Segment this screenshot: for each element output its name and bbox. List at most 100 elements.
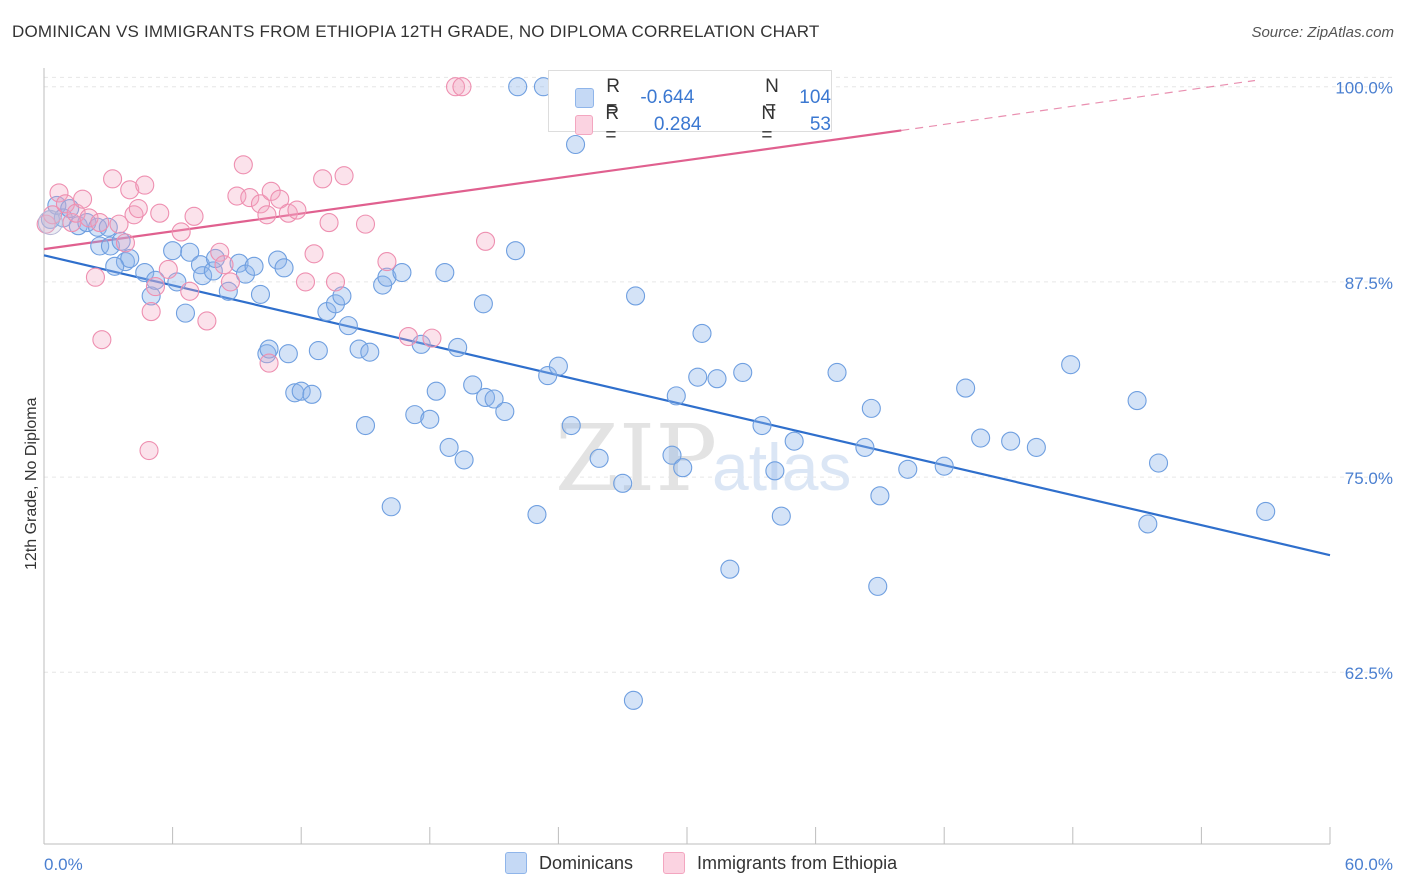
point-dominicans <box>673 458 693 478</box>
trendline-ethiopia <box>901 79 1256 132</box>
point-ethiopia <box>180 281 200 301</box>
point-ethiopia <box>145 277 166 297</box>
point-dominicans <box>1138 514 1158 534</box>
trendline-ethiopia <box>43 129 902 251</box>
point-ethiopia <box>240 188 260 208</box>
x-tick-label: 0.0% <box>44 855 83 874</box>
point-dominicans <box>855 437 875 457</box>
point-ethiopia <box>377 252 397 272</box>
point-dominicans <box>439 437 459 457</box>
point-ethiopia <box>139 440 159 461</box>
bottom-legend-swatch-blue <box>505 852 527 874</box>
point-dominicans <box>98 217 118 237</box>
point-dominicans <box>688 367 708 387</box>
point-ethiopia <box>220 272 241 292</box>
bottom-legend-swatch-pink <box>663 852 686 874</box>
point-dominicans <box>259 339 279 359</box>
point-ethiopia <box>355 214 376 234</box>
point-ethiopia <box>66 203 86 223</box>
point-dominicans <box>145 270 166 290</box>
point-ethiopia <box>141 302 161 322</box>
point-dominicans <box>332 286 352 306</box>
point-ethiopia <box>85 267 105 287</box>
point-dominicans <box>426 381 446 401</box>
legend-swatch-pink <box>575 115 594 135</box>
legend-r-label: R = <box>605 103 620 146</box>
point-dominicans <box>120 248 140 269</box>
point-dominicans <box>135 262 155 283</box>
point-ethiopia <box>319 213 339 233</box>
point-dominicans <box>527 505 547 525</box>
point-ethiopia <box>109 214 129 234</box>
point-dominicans <box>360 342 380 362</box>
point-dominicans <box>565 134 586 155</box>
legend-n-value: 104 <box>799 87 831 108</box>
point-dominicans <box>37 210 63 236</box>
point-dominicans <box>971 428 991 448</box>
point-dominicans <box>355 416 376 436</box>
point-dominicans <box>420 409 440 429</box>
point-dominicans <box>405 405 425 425</box>
point-ethiopia <box>325 272 346 292</box>
point-dominicans <box>613 473 633 493</box>
point-dominicans <box>163 241 183 261</box>
point-dominicans <box>626 286 646 306</box>
point-ethiopia <box>43 205 63 225</box>
point-dominicans <box>105 256 125 276</box>
point-dominicans <box>898 459 918 479</box>
point-dominicans <box>508 77 528 97</box>
watermark: ZIP atlas <box>555 405 851 512</box>
point-dominicans <box>392 262 412 283</box>
point-ethiopia <box>150 203 170 223</box>
point-ethiopia <box>452 77 472 97</box>
point-ethiopia <box>73 189 93 209</box>
axes <box>43 68 1331 845</box>
point-dominicans <box>484 389 504 409</box>
point-dominicans <box>268 250 288 270</box>
point-dominicans <box>180 242 200 262</box>
legend-row-dominicans: R = -0.644 N = 104 <box>575 76 831 120</box>
point-dominicans <box>377 267 397 287</box>
legend-r-value: 0.284 <box>653 114 702 135</box>
point-dominicans <box>827 362 847 383</box>
point-ethiopia <box>158 259 178 279</box>
point-dominicans <box>495 401 515 422</box>
point-ethiopia <box>398 327 418 347</box>
point-ethiopia <box>90 213 110 233</box>
point-dominicans <box>1127 391 1147 411</box>
point-dominicans <box>454 450 474 470</box>
point-ethiopia <box>257 205 277 225</box>
point-ethiopia <box>334 166 354 186</box>
point-ethiopia <box>184 206 204 226</box>
point-dominicans <box>229 253 249 273</box>
point-dominicans <box>1061 355 1081 375</box>
bottom-legend-label: Immigrants from Ethiopia <box>697 852 898 873</box>
point-dominicans <box>868 576 888 596</box>
point-dominicans <box>448 337 468 358</box>
point-ethiopia <box>445 77 466 97</box>
y-tick-label: 87.5% <box>1345 274 1393 293</box>
point-ethiopia <box>128 198 148 219</box>
point-dominicans <box>505 241 526 261</box>
point-ethiopia <box>79 208 99 228</box>
point-ethiopia <box>103 169 123 189</box>
point-ethiopia <box>270 189 290 209</box>
point-dominicans <box>278 344 298 364</box>
point-dominicans <box>870 486 890 506</box>
point-ethiopia <box>422 328 442 348</box>
point-dominicans <box>193 266 213 286</box>
point-dominicans <box>141 286 161 306</box>
point-ethiopia <box>210 242 230 262</box>
point-dominicans <box>1148 453 1169 473</box>
point-ethiopia <box>92 330 112 350</box>
legend-n-value: 53 <box>809 114 831 135</box>
y-tick-label: 75.0% <box>1345 469 1393 488</box>
point-ethiopia <box>135 175 155 195</box>
point-dominicans <box>861 398 881 418</box>
bottom-legend: Dominicans Immigrants from Ethiopia <box>505 852 927 874</box>
point-dominicans <box>244 256 264 276</box>
point-ethiopia <box>49 183 69 203</box>
point-dominicans <box>1026 437 1046 457</box>
point-dominicans <box>308 341 328 361</box>
point-dominicans <box>733 362 753 383</box>
